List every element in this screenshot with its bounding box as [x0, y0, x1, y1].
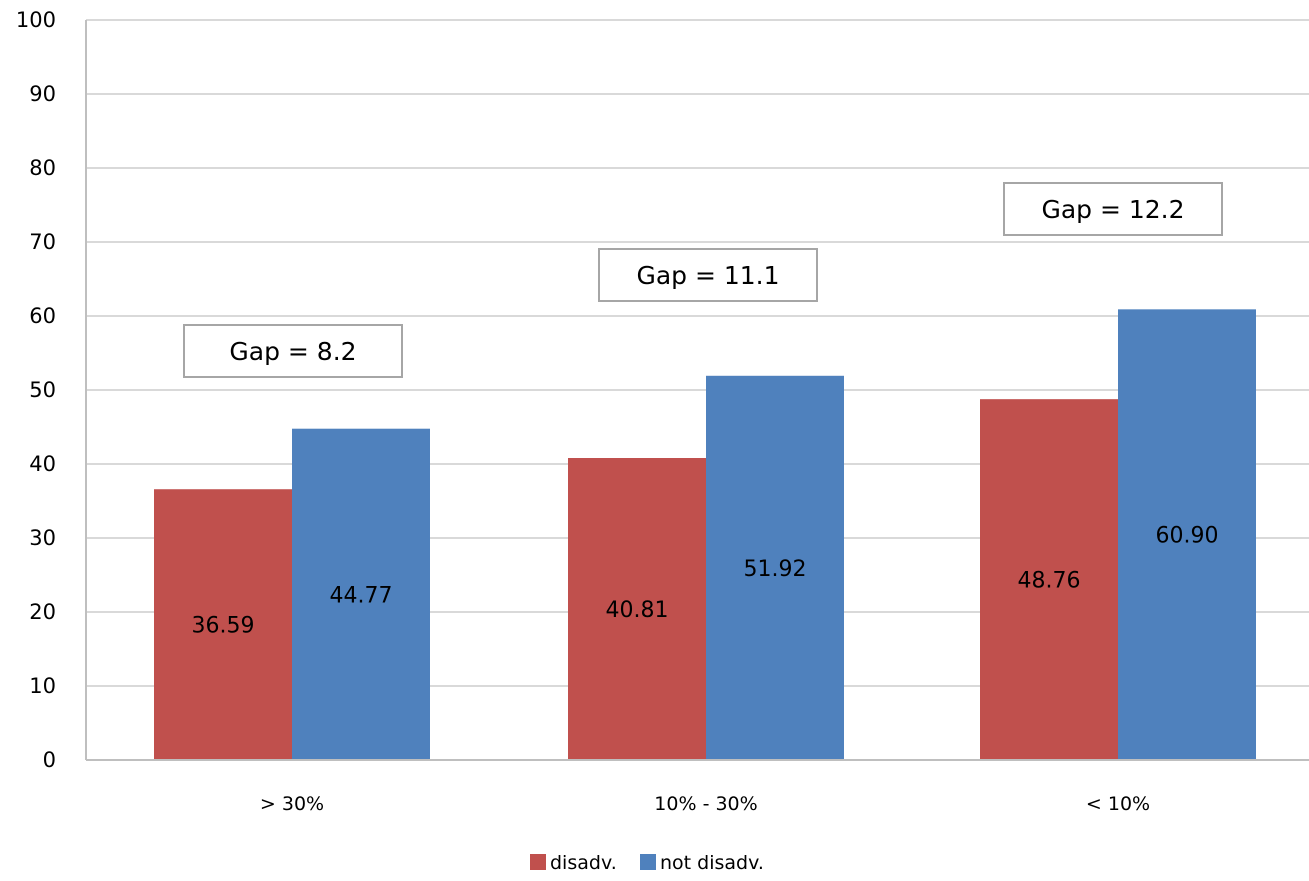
data-label: 48.76: [1018, 569, 1081, 594]
y-tick-label: 10: [29, 674, 56, 698]
y-tick-label: 70: [29, 230, 56, 254]
data-label: 40.81: [606, 598, 669, 623]
y-tick-label: 0: [43, 748, 56, 772]
y-tick-label: 100: [16, 8, 56, 32]
gap-annotation-text: Gap = 8.2: [229, 337, 356, 366]
gap-annotation-text: Gap = 11.1: [636, 261, 779, 290]
y-axis: 0 10 20 30 40 50 60 70 80 90 100: [16, 8, 87, 772]
legend-label: disadv.: [550, 852, 617, 874]
y-tick-label: 20: [29, 600, 56, 624]
legend-swatch-not-disadv: [640, 854, 656, 870]
gap-annotation-box: [183, 324, 403, 378]
bar-not-disadv-1: [706, 375, 844, 760]
gap-annotation-box: [1003, 182, 1223, 236]
x-category-label: < 10%: [1086, 793, 1150, 815]
data-label: 60.90: [1156, 524, 1219, 549]
bars: [154, 309, 1256, 760]
legend: disadv. not disadv.: [530, 852, 764, 874]
x-category-label: > 30%: [260, 793, 324, 815]
bar-disadv-1: [568, 458, 706, 760]
gap-annotations: Gap = 8.2 Gap = 11.1 Gap = 12.2: [183, 182, 1223, 378]
y-tick-label: 90: [29, 82, 56, 106]
data-labels: 36.59 44.77 40.81 51.92 48.76 60.90: [192, 524, 1219, 639]
bar-disadv-0: [154, 489, 292, 760]
y-tick-label: 80: [29, 156, 56, 180]
data-label: 36.59: [192, 614, 255, 639]
y-tick-label: 30: [29, 526, 56, 550]
bar-not-disadv-0: [292, 428, 430, 760]
gap-annotation-text: Gap = 12.2: [1041, 195, 1184, 224]
bar-not-disadv-2: [1118, 309, 1256, 760]
data-label: 44.77: [330, 583, 393, 608]
legend-swatch-disadv: [530, 854, 546, 870]
gap-annotation-box: [598, 248, 818, 302]
legend-label: not disadv.: [660, 852, 764, 874]
y-tick-label: 50: [29, 378, 56, 402]
x-axis: > 30% 10% - 30% < 10%: [86, 759, 1309, 815]
bar-disadv-2: [980, 399, 1118, 760]
y-tick-label: 60: [29, 304, 56, 328]
y-tick-label: 40: [29, 452, 56, 476]
data-label: 51.92: [744, 557, 807, 582]
x-category-label: 10% - 30%: [654, 793, 757, 815]
